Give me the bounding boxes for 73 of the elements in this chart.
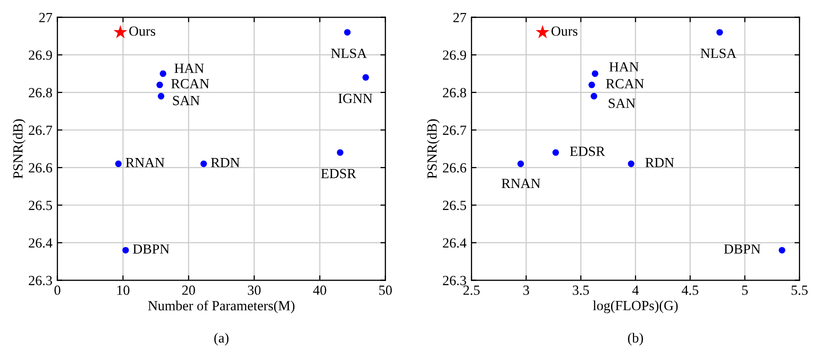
point: [113, 25, 128, 38]
y-tick-label: 26.4: [28, 238, 52, 248]
annotation: RDN: [211, 158, 240, 168]
x-tick-label: 2.5: [463, 286, 480, 295]
x-tick-label: 10: [117, 286, 130, 295]
y-axis-title: PSNR(dB): [12, 119, 26, 178]
x-tick-label: 40: [313, 286, 326, 295]
x-tick-label: 4: [632, 286, 639, 295]
series-label: Ours: [551, 26, 578, 36]
x-axis-title: log(FLOPs)(G): [592, 300, 678, 314]
point: [336, 149, 344, 156]
series-label: Ours: [129, 26, 156, 36]
x-axis-title: Number of Parameters(M): [148, 300, 294, 314]
annotation: DBPN: [132, 244, 170, 254]
point: [200, 160, 207, 168]
point: [778, 246, 786, 254]
y-tick-label: 26.8: [28, 88, 52, 98]
x-tick-label: 4.5: [682, 286, 698, 295]
y-tick-label: 26.6: [28, 163, 52, 173]
annotation: NLSA: [331, 48, 367, 58]
y-tick-label: 26.9: [442, 50, 466, 60]
text: (a): [214, 332, 228, 346]
point: [590, 92, 598, 100]
annotation: EDSR: [321, 168, 356, 178]
x-tick-label: 0: [54, 286, 60, 295]
y-axis-title: PSNR(dB): [426, 119, 440, 178]
y-tick-label: 26.9: [28, 50, 52, 60]
y-tick-label: 26.3: [442, 276, 466, 286]
y-tick-label: 26.6: [442, 163, 466, 173]
annotation: RDN: [645, 158, 674, 168]
text: (b): [628, 332, 643, 346]
point: [160, 70, 166, 77]
point: [344, 29, 351, 36]
y-tick-label: 26.4: [442, 238, 466, 248]
point: [156, 82, 163, 88]
point: [588, 82, 596, 88]
x-tick-label: 3: [523, 286, 530, 295]
annotation: RNAN: [502, 178, 540, 188]
x-tick-label: 20: [182, 286, 196, 295]
annotation: IGNN: [338, 94, 372, 104]
y-tick-label: 26.5: [442, 200, 466, 210]
annotation: RNAN: [126, 158, 164, 168]
y-tick-label: 26.7: [28, 126, 52, 136]
annotation: HAN: [174, 64, 204, 73]
point: [122, 246, 129, 254]
x-tick-label: 5.5: [792, 286, 808, 295]
point: [536, 25, 550, 38]
annotation: HAN: [609, 62, 639, 72]
point: [552, 149, 559, 156]
y-tick-label: 27: [39, 12, 52, 22]
annotation: RCAN: [171, 79, 210, 88]
x-tick-label: 50: [379, 286, 392, 295]
point: [517, 160, 524, 168]
y-tick-label: 26.5: [28, 200, 52, 210]
x-tick-label: 5: [742, 286, 748, 295]
annotation: RCAN: [606, 79, 644, 88]
y-tick-label: 26.3: [28, 276, 52, 286]
x-tick-label: 30: [248, 286, 261, 295]
annotation: NLSA: [700, 48, 736, 58]
y-tick-label: 26.7: [442, 126, 466, 136]
point: [362, 74, 369, 81]
annotation: SAN: [173, 96, 200, 106]
point: [716, 29, 723, 36]
point: [628, 160, 634, 168]
annotation: SAN: [608, 98, 636, 108]
y-tick-label: 27: [453, 12, 466, 22]
annotation: EDSR: [570, 146, 606, 156]
y-tick-label: 26.8: [442, 88, 466, 98]
point: [115, 160, 122, 168]
point: [158, 92, 164, 100]
point: [592, 70, 598, 77]
annotation: DBPN: [724, 244, 760, 254]
x-tick-label: 3.5: [572, 286, 589, 295]
